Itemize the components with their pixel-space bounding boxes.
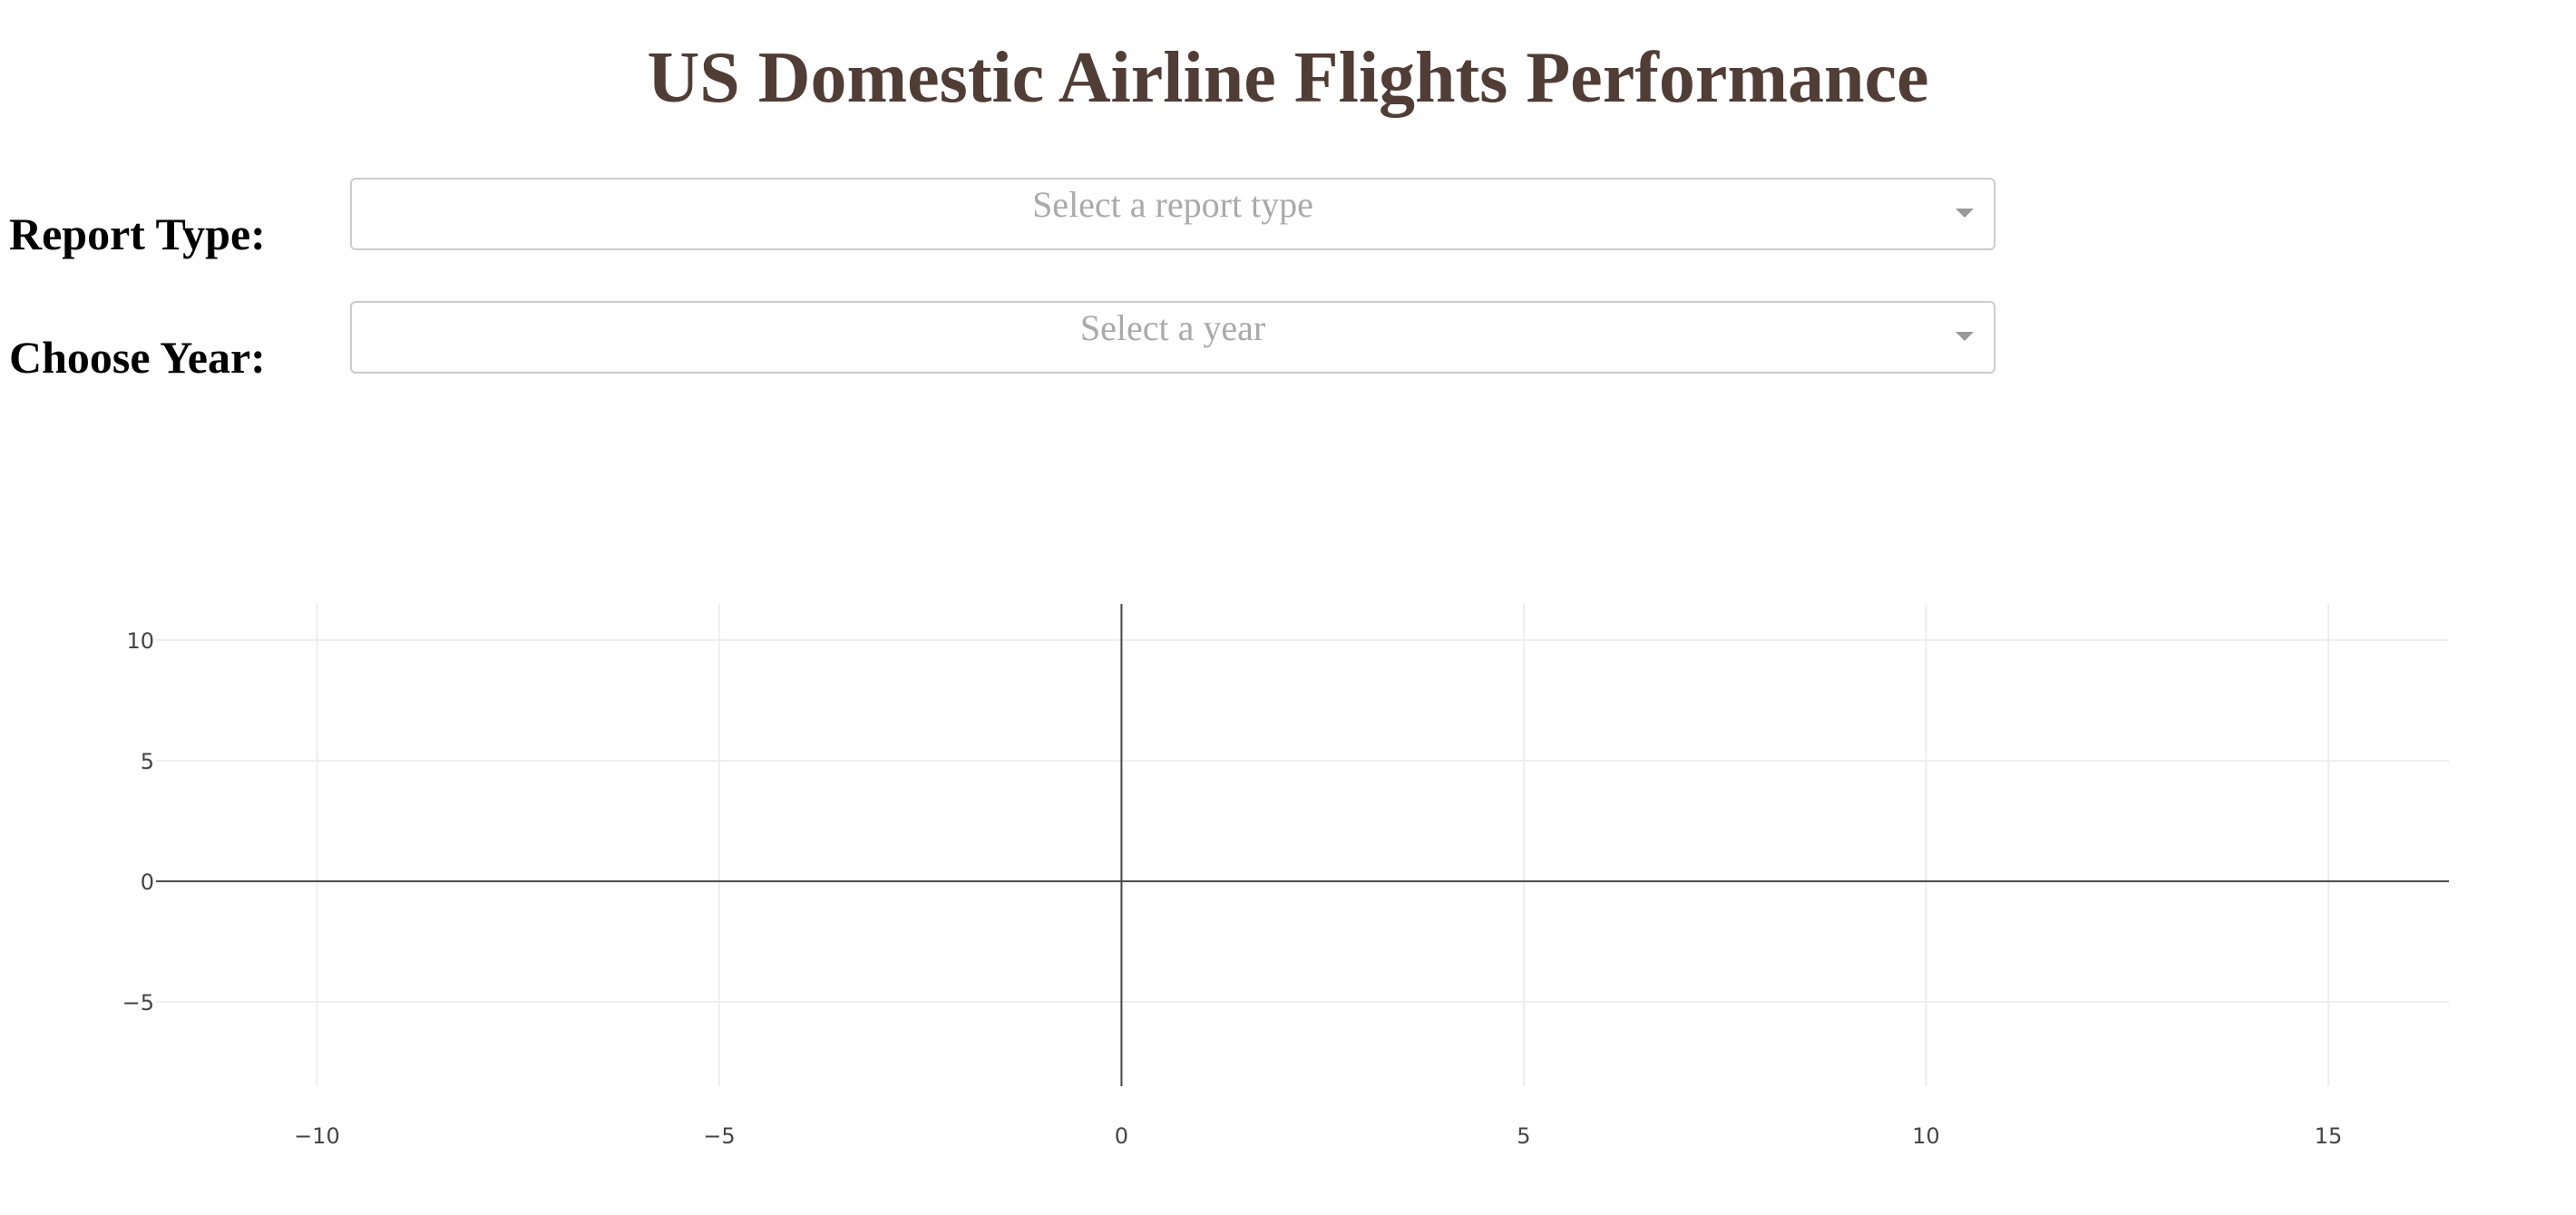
page-title: US Domestic Airline Flights Performance [647,38,1929,118]
report-type-placeholder: Select a report type [1032,184,1313,225]
y-tick-label: 5 [141,749,154,774]
zero-lines [156,604,2449,1086]
empty-chart[interactable]: −10 −5 0 5 10 15 −5 0 5 10 [0,544,2576,1179]
x-tick-label: −10 [294,1123,340,1149]
x-tick-label: 15 [2315,1123,2343,1149]
report-type-dropdown[interactable]: Select a report type [350,178,1995,250]
report-type-label: Report Type: [9,209,266,259]
chevron-down-icon[interactable] [1956,209,1974,218]
x-tick-label: 5 [1517,1123,1530,1149]
tick-labels: −10 −5 0 5 10 15 −5 0 5 10 [122,628,2343,1149]
y-tick-label: 0 [141,870,154,895]
grid-lines [156,604,2449,1086]
x-tick-label: 10 [1912,1123,1940,1149]
y-tick-label: −5 [122,990,154,1016]
x-tick-label: −5 [703,1123,735,1149]
year-placeholder: Select a year [1079,307,1266,348]
chevron-down-icon[interactable] [1956,332,1974,341]
x-tick-label: 0 [1115,1123,1128,1149]
y-tick-label: 10 [126,628,154,654]
choose-year-label: Choose Year: [9,332,266,383]
year-dropdown[interactable]: Select a year [350,301,1995,374]
